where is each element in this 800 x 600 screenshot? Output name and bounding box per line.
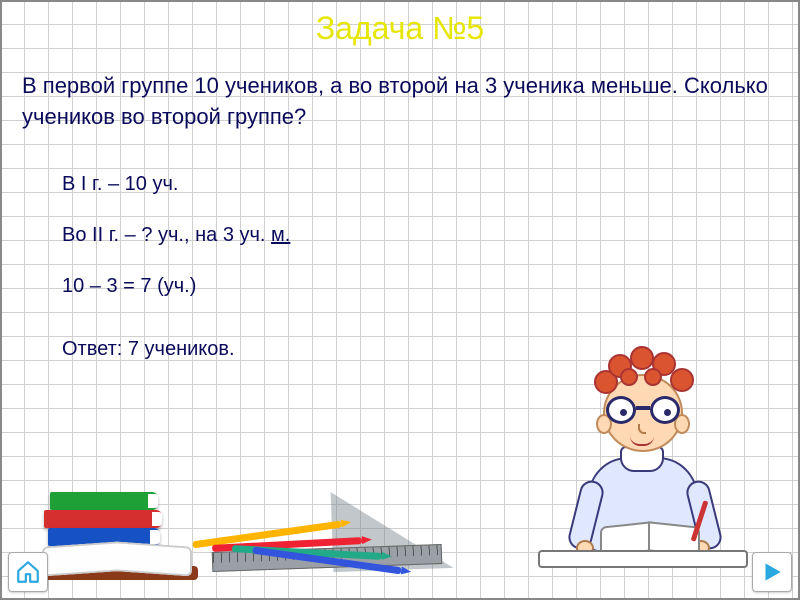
home-button[interactable] <box>8 552 48 592</box>
next-button[interactable] <box>752 552 792 592</box>
open-book <box>42 544 192 574</box>
student-illustration <box>548 338 728 568</box>
stationery-illustration <box>182 518 522 578</box>
books-illustration <box>42 492 192 574</box>
calculation: 10 – 3 = 7 (уч.) <box>62 275 798 298</box>
book-green <box>50 492 158 510</box>
book-red <box>44 510 162 528</box>
slide-title: Задача №5 <box>2 10 798 47</box>
next-arrow-icon <box>759 559 785 585</box>
given-line-2: Во II г. – ? уч., на 3 уч. м. <box>62 224 798 247</box>
given-block: В I г. – 10 уч. Во II г. – ? уч., на 3 у… <box>62 173 798 247</box>
given-line-2-underlined: м. <box>271 224 290 246</box>
given-line-1: В I г. – 10 уч. <box>62 173 798 196</box>
given-line-2-text: Во II г. – ? уч., на 3 уч. <box>62 224 271 246</box>
home-icon <box>15 559 41 585</box>
problem-statement: В первой группе 10 учеников, а во второй… <box>22 71 778 133</box>
